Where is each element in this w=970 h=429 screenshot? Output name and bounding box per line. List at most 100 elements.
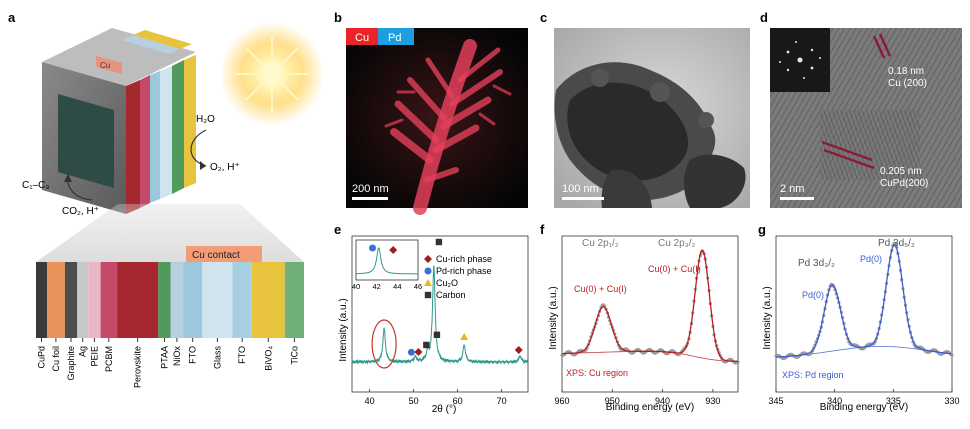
g-fit-line: [776, 244, 952, 358]
layer-label-4: PEIE: [89, 346, 99, 367]
g-xtick-label-1: 340: [827, 396, 842, 406]
f-axis-box: [561, 235, 739, 393]
e-ylabel: Intensity (a.u.): [338, 298, 349, 361]
e-xtick-label-0: 40: [365, 396, 375, 406]
e-inset-marker-1: [389, 246, 398, 254]
layer-5: [100, 262, 118, 338]
g-xtick-label-0: 345: [768, 396, 783, 406]
f-fit-right-label: Cu(0) + Cu(I): [648, 264, 701, 274]
layer-label-2: Graphite: [66, 346, 76, 381]
cu-contact-box: [186, 246, 262, 262]
o2-label: O₂, H⁺: [210, 162, 240, 173]
scale-bar-label-d: 2 nm: [780, 183, 804, 195]
panel-letter-a: a: [8, 10, 16, 25]
e-marker-5: [514, 346, 523, 355]
h2o-label: H₂O: [196, 114, 215, 125]
layer-label-8: NiOx: [172, 346, 182, 366]
f-xtick-label-2: 940: [655, 396, 670, 406]
f-fit-left-label: Cu(0) + Cu(I): [574, 284, 627, 294]
e-inset-marker-0: [369, 244, 377, 252]
co2-label: CO₂, H⁺: [62, 206, 99, 217]
g-xtick-label-3: 330: [944, 396, 959, 406]
scale-bar-b: [352, 197, 388, 200]
xrd-plot: 40 50 60 70 40 42 44 46: [351, 235, 529, 406]
g-fit-right-label: Pd(0): [860, 254, 882, 264]
e-inset-tick-3: 46: [414, 282, 422, 291]
e-inset-line: [356, 247, 418, 275]
layer-8: [170, 262, 184, 338]
layer-label-0: CuPd: [37, 346, 47, 369]
layer-label-7: PTAA: [160, 346, 170, 369]
e-legend-label-0: Cu-rich phase: [436, 254, 492, 264]
device-cube: Cu: [42, 28, 196, 214]
scale-bar-label-c: 100 nm: [562, 183, 599, 195]
xps-pd-plot: 345 340 335 330: [768, 235, 960, 406]
layer-3: [77, 262, 89, 338]
cu-tab-label: Cu: [100, 61, 110, 70]
e-marker-4: [460, 332, 469, 340]
panel-letter-g: g: [758, 222, 766, 237]
xrd-legend: Cu-rich phase Pd-rich phase Cu₂O Carbon: [424, 254, 492, 300]
f-background-line: [562, 350, 738, 362]
layer-stack: CuPd Cu foil Graphite Ag PEIE PCBM Perovskite P…: [36, 262, 304, 388]
g-axis-box: [775, 235, 953, 393]
e-xtick-label-2: 60: [453, 396, 463, 406]
panel-c: c 100 nm: [540, 10, 750, 208]
sun-rays-icon: [234, 36, 310, 112]
eds-map-image: [346, 28, 528, 208]
panel-e: e Intensity (a.u.) 40 50 60 70 40 42 44 46 2θ (…: [334, 222, 529, 415]
f-xtick-label-3: 930: [705, 396, 720, 406]
panel-a: a Cu: [8, 10, 324, 388]
scale-bar-c: [562, 197, 604, 200]
layer-label-3: Ag: [78, 346, 88, 357]
e-xtick-label-1: 50: [409, 396, 419, 406]
fft-spots: [779, 41, 821, 79]
dendrite-image: [384, 39, 512, 215]
e-axis-box: [351, 235, 529, 393]
layer-10: [202, 262, 233, 338]
layer-0: [36, 262, 47, 338]
layer-label-12: BiVO₄: [263, 346, 273, 371]
panel-letter-e: e: [334, 222, 341, 237]
e-legend-label-1: Pd-rich phase: [436, 266, 492, 276]
panel-letter-f: f: [540, 222, 545, 237]
c1c3-label: C₁–C₃: [22, 180, 49, 191]
layer-1: [47, 262, 65, 338]
e-legend-label-2: Cu₂O: [436, 278, 458, 288]
panel-letter-b: b: [334, 10, 342, 25]
f-ylabel: Intensity (a.u.): [548, 286, 559, 349]
e-highlight-ellipse: [371, 319, 397, 369]
g-fit-left-label: Pd(0): [802, 290, 824, 300]
layer-label-13: TiCo: [289, 346, 299, 365]
pd-tag-label: Pd: [388, 32, 401, 44]
lattice-label-cu-spacing: 0.18 nm: [888, 66, 924, 77]
e-inset-tick-2: 44: [393, 282, 401, 291]
cu-tag: [346, 28, 378, 45]
layer-label-1: Cu foil: [51, 346, 61, 372]
e-series-line: [351, 265, 529, 365]
f-fit-line: [562, 249, 738, 362]
layer-4: [88, 262, 101, 338]
layer-9: [183, 262, 203, 338]
f-xtick-label-1: 950: [605, 396, 620, 406]
layer-label-10: Glass: [212, 346, 222, 370]
pd-tag: [378, 28, 414, 45]
layer-13: [284, 262, 304, 338]
f-xlabel: Binding energy (eV): [606, 402, 694, 413]
e-inset-tick-0: 40: [352, 282, 360, 291]
g-xtick-label-2: 335: [886, 396, 901, 406]
e-legend-marker-3: [424, 291, 432, 299]
layer-12: [251, 262, 285, 338]
scale-bar-label-b: 200 nm: [352, 183, 389, 195]
panel-b: b Cu Pd 200 nm: [334, 10, 528, 215]
xps-cu-plot: 960 950 940 930: [554, 235, 740, 406]
particle-aggregate-image: [554, 62, 746, 208]
lattice-label-cupd-plane: CuPd(200): [880, 178, 928, 189]
lattice-lines-cupd: [821, 140, 875, 170]
layer-7: [158, 262, 171, 338]
e-legend-marker-1: [424, 267, 432, 275]
f-xtick-label-0: 960: [554, 396, 569, 406]
cu-tag-label: Cu: [355, 32, 369, 44]
e-marker-0: [407, 348, 415, 356]
